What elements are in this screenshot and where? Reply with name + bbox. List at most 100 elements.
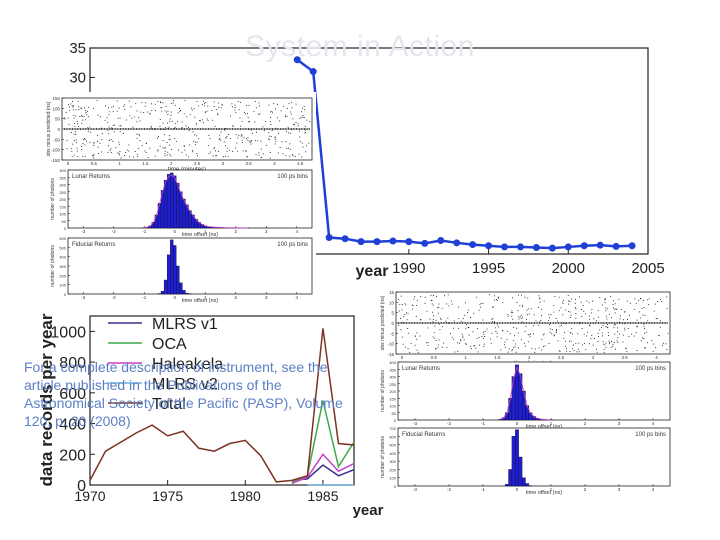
apollo-top-raw-noise-point: [175, 141, 177, 142]
apollo-bottom-raw-noise-point: [453, 338, 454, 340]
apollo-top-raw-noise-point: [243, 111, 245, 113]
apollo-bottom-raw-noise-point: [440, 319, 442, 321]
apollo-bottom-raw-noise-point: [574, 307, 576, 309]
apollo-top-raw-noise-point: [213, 106, 215, 107]
apollo-bottom-raw-noise-point: [427, 342, 429, 344]
apollo-top-raw-noise-point: [304, 109, 306, 111]
apollo-top-raw-noise-point: [286, 148, 288, 149]
precision-data-point: [389, 237, 397, 245]
apollo-bottom-raw-noise-point: [570, 340, 572, 342]
apollo-top-raw-panel: 150 100 50 0 -50 -100 -150 0 0.5 1 1.5 2 2.5 3 3.5 4 4.5…: [46, 96, 313, 173]
apollo-top-raw-noise-point: [99, 116, 101, 118]
apollo-bottom-raw-noise-point: [463, 339, 465, 341]
apollo-top-raw-noise-point: [151, 110, 153, 111]
apollo-bottom-raw-noise-point: [607, 308, 609, 310]
apollo-top-raw-noise-point: [283, 105, 285, 107]
apollo-bottom-raw-noise-point: [514, 335, 515, 337]
apollo-top-raw-noise-point: [269, 152, 271, 153]
apollo-top-raw-noise-point: [292, 155, 294, 157]
apollo-top-raw-noise-point: [160, 107, 162, 109]
apollo-top-raw-noise-point: [85, 119, 87, 121]
apollo-top-raw-noise-point: [220, 107, 222, 109]
apollo-top-fiducial-x-tick-label: -3: [81, 295, 85, 300]
apollo-bottom-raw-noise-point: [473, 312, 475, 314]
apollo-top-raw-noise-point: [69, 110, 71, 111]
apollo-top-raw-noise-point: [70, 103, 72, 105]
apollo-top-raw-noise-point: [136, 137, 138, 139]
apollo-bottom-raw-noise-point: [482, 319, 484, 321]
apollo-top-raw-noise-point: [237, 137, 239, 139]
apollo-top-raw-noise-point: [162, 102, 164, 104]
apollo-bottom-raw-noise-point: [507, 351, 509, 353]
apollo-bottom-fiducial-y-tick-label: 700: [389, 426, 396, 431]
apollo-bottom-raw-noise-point: [494, 321, 495, 323]
apollo-bottom-fiducial-y-tick-label: 600: [389, 434, 396, 439]
apollo-bottom-raw-noise-point: [505, 346, 506, 348]
apollo-top-raw-noise-point: [100, 127, 102, 129]
apollo-bottom-raw-noise-point: [644, 314, 646, 316]
apollo-bottom-raw-noise-point: [553, 311, 555, 313]
apollo-bottom-raw-noise-point: [581, 316, 583, 317]
apollo-top-raw-noise-point: [269, 121, 271, 123]
apollo-bottom-raw-noise-point: [543, 333, 545, 335]
apollo-top-raw-noise-point: [97, 146, 99, 148]
apollo-bottom-raw-noise-point: [538, 347, 540, 349]
apollo-bottom-raw-noise-point: [433, 332, 435, 334]
apollo-top-raw-noise-point: [301, 111, 302, 113]
apollo-top-raw-noise-point: [246, 105, 248, 106]
apollo-top-fiducial-panel-label: Fiducial Returns: [72, 242, 115, 248]
apollo-bottom-raw-noise-point: [593, 318, 595, 320]
apollo-top-raw-noise-point: [123, 106, 125, 107]
apollo-top-raw-noise-point: [299, 118, 301, 119]
apollo-bottom-raw-noise-point: [465, 328, 467, 330]
apollo-top-raw-noise-point: [89, 141, 91, 143]
apollo-bottom-raw-noise-point: [565, 323, 567, 325]
apollo-bottom-raw-noise-point: [507, 314, 509, 315]
apollo-bottom-raw-noise-point: [619, 318, 621, 320]
apollo-bottom-raw-noise-point: [585, 349, 587, 351]
apollo-bottom-raw-noise-point: [615, 348, 616, 350]
apollo-top-raw-noise-point: [170, 149, 172, 150]
apollo-bottom-raw-noise-point: [498, 297, 499, 299]
apollo-bottom-raw-noise-point: [605, 326, 607, 328]
apollo-bottom-raw-noise-point: [470, 345, 472, 347]
apollo-top-raw-noise-point: [273, 103, 275, 105]
apollo-bottom-raw-noise-point: [407, 328, 409, 329]
apollo-bottom-raw-noise-point: [521, 316, 523, 318]
apollo-bottom-raw-noise-point: [603, 351, 605, 353]
apollo-top-raw-noise-point: [231, 103, 233, 105]
apollo-top-fiducial-bin-label: 100 ps bins: [277, 242, 308, 248]
precision-data-point: [564, 243, 572, 251]
apollo-bottom-lunar-bar: [508, 398, 513, 421]
apollo-bottom-raw-noise-point: [419, 335, 421, 337]
apollo-top-raw-noise-point: [141, 102, 143, 103]
apollo-top-raw-noise-point: [302, 146, 304, 148]
apollo-top-raw-noise-point: [139, 120, 141, 122]
apollo-top-raw-noise-point: [162, 147, 164, 149]
apollo-top-raw-noise-point: [73, 114, 75, 116]
apollo-top-lunar-bar: [176, 182, 180, 229]
apollo-bottom-raw-noise-point: [613, 307, 614, 309]
apollo-top-raw-noise-point: [220, 131, 222, 133]
apollo-bottom-raw-noise-point: [666, 349, 668, 350]
apollo-top-raw-noise-point: [195, 122, 197, 124]
apollo-top-raw-noise-point: [111, 127, 113, 129]
apollo-top-raw-noise-point: [245, 151, 247, 153]
apollo-top-raw-noise-point: [76, 150, 78, 152]
apollo-bottom-raw-noise-point: [400, 318, 401, 319]
apollo-top-raw-x-tick-label: 4.5: [297, 161, 304, 166]
apollo-bottom-raw-noise-point: [398, 310, 400, 312]
apollo-top-raw-noise-point: [71, 105, 73, 107]
apollo-bottom-raw-noise-point: [563, 299, 564, 301]
apollo-top-raw-noise-point: [304, 132, 306, 134]
precision-y-tick-label: 30: [69, 69, 86, 86]
records-y-axis-label: data records per year: [37, 313, 56, 486]
apollo-top-raw-noise-point: [144, 105, 146, 107]
apollo-top-raw-noise-point: [194, 134, 196, 136]
apollo-bottom-raw-noise-point: [605, 342, 607, 344]
apollo-top-raw-noise-point: [299, 136, 301, 138]
apollo-top-raw-noise-point: [195, 141, 196, 143]
apollo-top-lunar-x-tick-label: -2: [112, 229, 116, 234]
apollo-top-raw-noise-point: [78, 125, 79, 127]
